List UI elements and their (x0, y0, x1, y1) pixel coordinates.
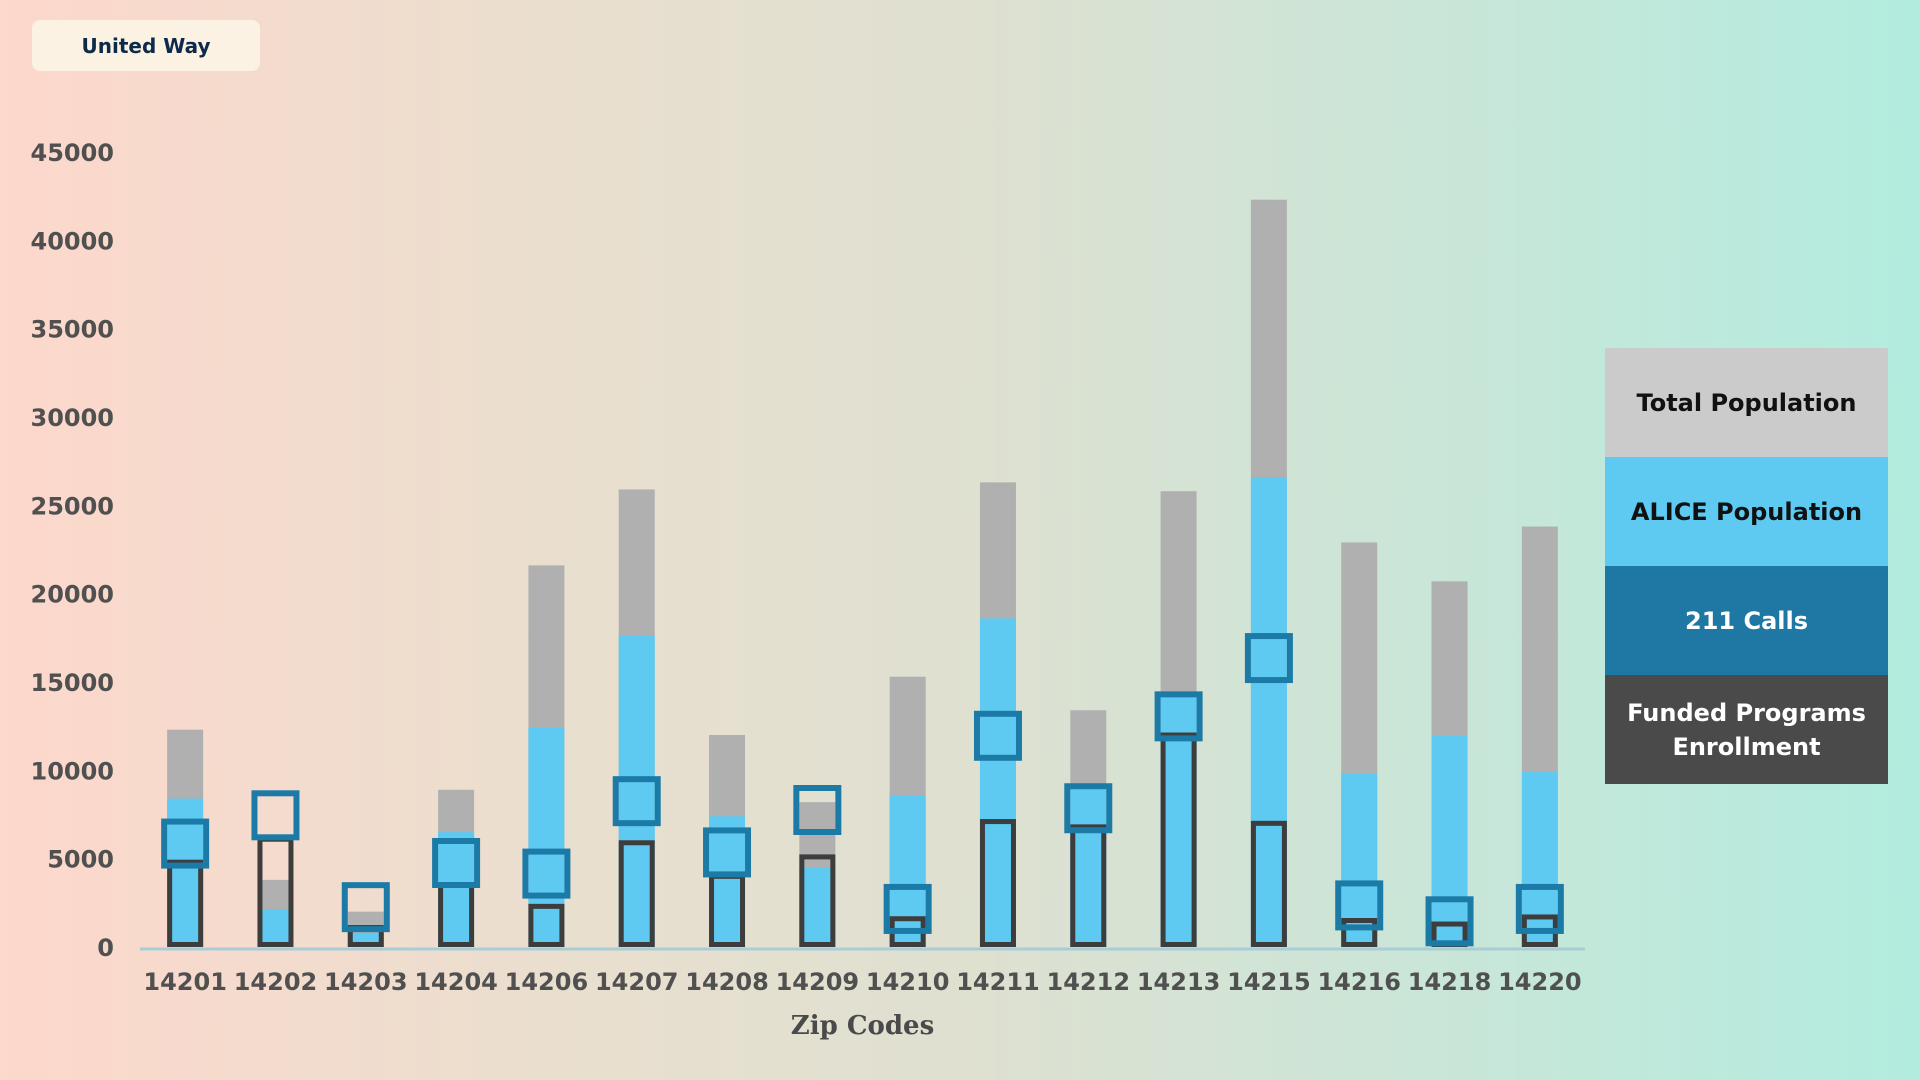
legend-item-funded-programs-enrollment: Funded Programs Enrollment (1605, 675, 1888, 784)
bar-group (1425, 581, 1474, 947)
marker-211-calls (793, 785, 842, 835)
bar-group (1154, 491, 1203, 947)
marker-211-calls (703, 827, 752, 878)
y-tick-label: 20000 (31, 581, 115, 609)
y-tick-label: 40000 (31, 227, 115, 255)
legend: Total Population ALICE Population 211 Ca… (1605, 348, 1888, 784)
x-axis-label: Zip Codes (791, 1011, 934, 1041)
legend-item-total-population: Total Population (1605, 348, 1888, 457)
bar-alice-population (618, 636, 655, 947)
x-tick-label: 14220 (1498, 968, 1582, 996)
bar-alice-population (528, 727, 565, 947)
y-tick-label: 0 (97, 934, 114, 962)
bar-funded-programs-enrollment (1160, 732, 1197, 947)
y-tick-label: 45000 (31, 139, 115, 167)
bar-group (432, 789, 481, 948)
bar-group (522, 565, 571, 947)
marker-211-calls (1515, 883, 1564, 934)
bar-alice-population (1070, 784, 1107, 947)
marker-211-calls (161, 818, 210, 869)
marker-211-calls (1335, 880, 1384, 931)
bar-group (973, 482, 1022, 947)
bar-group (341, 882, 390, 947)
y-tick-label: 30000 (31, 404, 115, 432)
marker-211-calls (251, 790, 300, 841)
bar-funded-programs-enrollment (1250, 820, 1287, 947)
brand-label: United Way (81, 33, 211, 58)
x-tick-label: 14212 (1047, 968, 1131, 996)
bar-alice-population (889, 795, 926, 947)
bar-alice-population (709, 816, 746, 947)
y-axis-ticks: 0 5000 10000 15000 20000 25000 30000 35000 40000… (31, 139, 115, 962)
marker-211-calls (1425, 896, 1474, 947)
marker-211-calls (522, 848, 571, 899)
marker-211-calls (341, 882, 390, 933)
bar-alice-population (799, 867, 836, 947)
bar-group (251, 790, 300, 948)
y-tick-label: 35000 (31, 316, 115, 344)
bar-alice-population (979, 618, 1016, 947)
bar-group (1244, 199, 1293, 947)
legend-label: Funded Programs Enrollment (1627, 698, 1866, 761)
x-tick-label: 14215 (1227, 968, 1311, 996)
bar-funded-programs-enrollment (979, 819, 1016, 947)
legend-item-211-calls: 211 Calls (1605, 566, 1888, 675)
bar-group (612, 489, 661, 947)
bar-funded-programs-enrollment (799, 854, 836, 948)
y-tick-label: 25000 (31, 492, 115, 520)
bar-group (1335, 542, 1384, 947)
bar-alice-population (1431, 735, 1468, 947)
x-tick-label: 14216 (1317, 968, 1401, 996)
bar-alice-population (1160, 692, 1197, 947)
bar-group (703, 735, 752, 947)
x-tick-label: 14209 (776, 968, 860, 996)
legend-label: Total Population (1636, 388, 1857, 417)
legend-label: 211 Calls (1685, 606, 1808, 635)
bar-funded-programs-enrollment (167, 859, 204, 948)
marker-211-calls (973, 710, 1022, 761)
x-tick-label: 14207 (595, 968, 679, 996)
y-tick-label: 5000 (47, 846, 114, 874)
bar-group (793, 785, 842, 948)
x-tick-label: 14211 (956, 968, 1040, 996)
bar-alice-population (1521, 772, 1558, 947)
bar-group (883, 676, 932, 948)
x-tick-label: 14213 (1137, 968, 1221, 996)
x-tick-label: 14206 (505, 968, 589, 996)
x-tick-label: 14204 (414, 968, 498, 996)
chart-bars (161, 199, 1564, 948)
bar-alice-population (438, 832, 475, 947)
marker-211-calls (1154, 691, 1203, 742)
marker-211-calls (1064, 783, 1113, 834)
bar-funded-programs-enrollment (1070, 824, 1107, 947)
bar-alice-population (257, 909, 294, 947)
brand-badge: United Way (32, 20, 260, 71)
legend-item-alice-population: ALICE Population (1605, 457, 1888, 566)
x-tick-label: 14208 (685, 968, 769, 996)
bar-group (1515, 526, 1564, 948)
bar-funded-programs-enrollment (528, 903, 565, 947)
bar-funded-programs-enrollment (618, 840, 655, 947)
x-axis-ticks: 14201 14202 14203 14204 14206 14207 14208 14209… (143, 968, 1581, 996)
marker-211-calls (612, 776, 661, 827)
marker-211-calls (1244, 633, 1293, 684)
bar-group (161, 729, 210, 948)
marker-211-calls (432, 838, 481, 888)
marker-211-calls (883, 883, 932, 934)
y-tick-label: 15000 (31, 669, 115, 697)
bar-funded-programs-enrollment (1341, 918, 1378, 947)
x-tick-label: 14201 (143, 968, 227, 996)
x-tick-label: 14210 (866, 968, 950, 996)
bar-alice-population (1250, 477, 1287, 947)
x-tick-label: 14218 (1408, 968, 1492, 996)
x-tick-label: 14203 (324, 968, 408, 996)
bar-group (1064, 710, 1113, 947)
legend-label: ALICE Population (1630, 497, 1863, 526)
y-tick-label: 10000 (31, 757, 115, 785)
x-tick-label: 14202 (234, 968, 318, 996)
